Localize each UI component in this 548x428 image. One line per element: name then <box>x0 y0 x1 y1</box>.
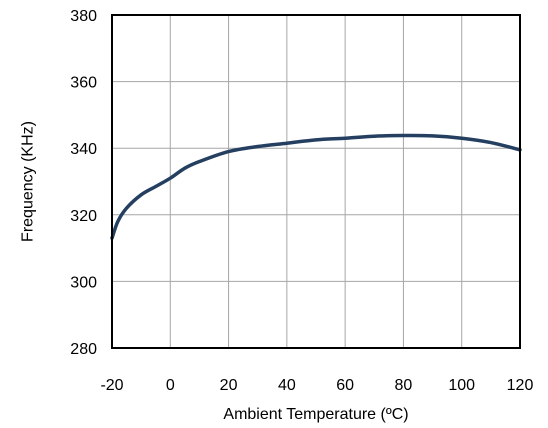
y-tick-label: 380 <box>70 8 97 25</box>
x-axis-title: Ambient Temperature (ºC) <box>223 406 408 423</box>
x-tick-labels: -20 0 20 40 60 80 100 120 <box>100 377 533 394</box>
x-tick-label: -20 <box>100 377 123 394</box>
x-tick-label: 20 <box>220 377 238 394</box>
series-layer <box>110 133 522 240</box>
x-tick-label: 40 <box>278 377 296 394</box>
vertical-gridlines <box>111 15 521 348</box>
y-tick-label: 300 <box>70 274 97 291</box>
plot-area-frame <box>111 14 521 349</box>
x-tick-label: 100 <box>448 377 475 394</box>
y-tick-label: 340 <box>70 141 97 158</box>
x-tick-label: 60 <box>336 377 354 394</box>
frequency-series-line <box>110 133 522 240</box>
y-tick-labels: 280 300 320 340 360 380 <box>70 8 97 358</box>
x-tick-label: 0 <box>166 377 175 394</box>
y-tick-label: 320 <box>70 208 97 225</box>
y-tick-label: 360 <box>70 75 97 92</box>
y-axis-title: Frequency (KHz) <box>20 121 37 242</box>
x-tick-label: 80 <box>395 377 413 394</box>
x-tick-label: 120 <box>507 377 534 394</box>
y-tick-label: 280 <box>70 341 97 358</box>
horizontal-gridlines <box>112 14 520 349</box>
